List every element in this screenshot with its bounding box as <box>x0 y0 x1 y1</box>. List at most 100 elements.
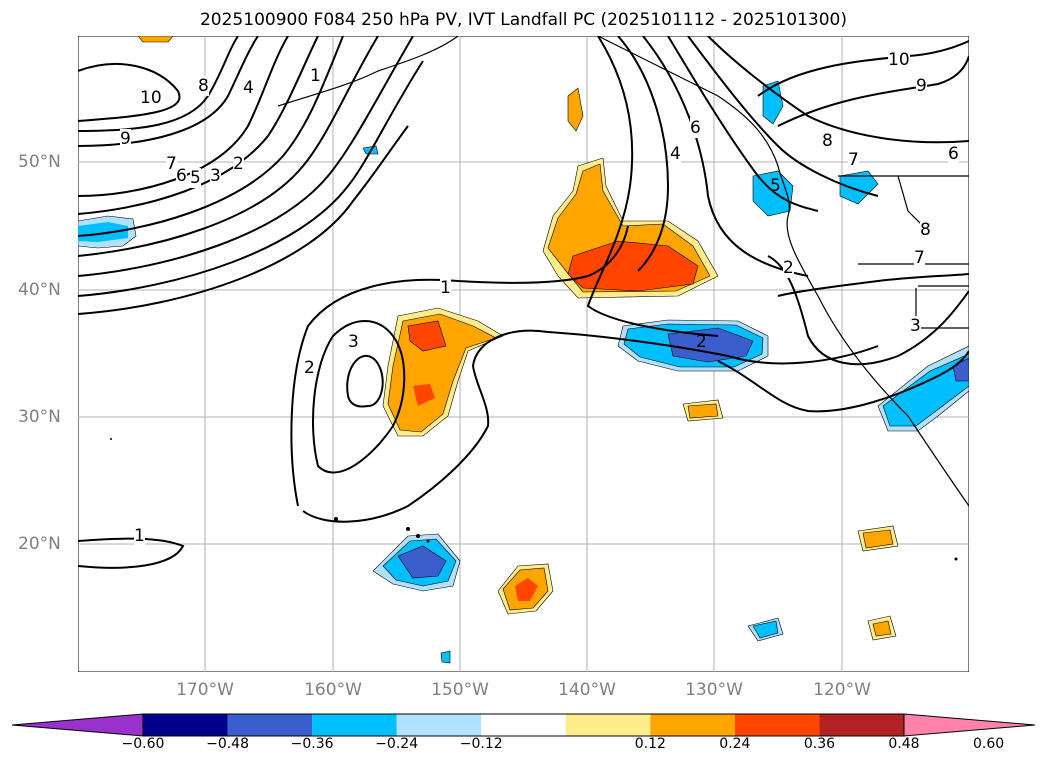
contour-label: 2 <box>783 258 794 278</box>
contour-line <box>78 36 414 277</box>
lat-label: 40°N <box>18 280 61 300</box>
colorbar-extend-high <box>903 713 1036 737</box>
contour-label: 5 <box>190 168 201 188</box>
contour-line <box>586 36 719 337</box>
positive-anomaly <box>137 36 174 43</box>
contour-label: 1 <box>440 278 451 298</box>
colorbar-tick-label: −0.60 <box>121 736 165 752</box>
island <box>426 539 430 543</box>
lat-label: 30°N <box>18 407 61 427</box>
lat-label: 50°N <box>18 152 61 172</box>
contour-label: 6 <box>690 118 701 138</box>
contour-label: 4 <box>243 78 254 98</box>
colorbar-cell <box>481 714 566 736</box>
contour-line <box>642 36 809 277</box>
contour-label: 3 <box>348 332 359 352</box>
coastline <box>277 36 459 107</box>
colorbar <box>11 713 1036 737</box>
contour-line <box>78 36 379 257</box>
lon-label: 130°W <box>685 680 743 700</box>
contour-label: 2 <box>696 332 707 352</box>
colorbar-cell <box>143 714 228 736</box>
colorbar-cell <box>650 714 735 736</box>
contour-label: 3 <box>210 166 221 186</box>
island <box>954 557 958 561</box>
coastlines <box>277 36 969 507</box>
island <box>416 534 420 538</box>
positive-anomaly <box>567 87 584 132</box>
contour-label: 6 <box>176 166 187 186</box>
colorbar-tick-label: 0.36 <box>803 736 836 752</box>
contour-line <box>667 36 819 212</box>
lon-label: 120°W <box>813 680 871 700</box>
negative-anomaly <box>762 80 784 125</box>
colorbar-tick-label: −0.36 <box>290 736 334 752</box>
contour-label: 10 <box>888 50 910 70</box>
contour-label: 10 <box>140 88 162 108</box>
lon-label: 150°W <box>431 680 489 700</box>
colorbar-cell <box>734 714 820 736</box>
contour-label: 1 <box>310 66 321 86</box>
contour-line <box>687 36 879 197</box>
contour-label: 2 <box>233 154 244 174</box>
colorbar-cell <box>565 714 651 736</box>
contour-line <box>78 36 344 237</box>
colorbar-cell <box>396 714 482 736</box>
contour-label: 9 <box>120 129 131 149</box>
colorbar-extend-low <box>11 713 144 737</box>
contour-line <box>777 273 969 297</box>
colorbar-tick-label: 0.48 <box>888 736 920 752</box>
coastline <box>597 36 969 507</box>
contour-label: 4 <box>670 144 681 164</box>
negative-anomaly <box>440 650 451 664</box>
contour-label-layer: 10 9 8 7 6 5 4 3 2 1 1 2 3 2 1 2 4 6 8 7… <box>78 36 969 672</box>
positive-anomaly <box>413 384 435 406</box>
contour-line <box>78 537 185 569</box>
lon-label: 160°W <box>304 680 362 700</box>
contour-label: 7 <box>166 154 177 174</box>
island <box>334 517 338 521</box>
island <box>406 527 410 531</box>
contour-line <box>707 36 969 144</box>
contour-line <box>78 125 409 315</box>
colorbar-cell <box>227 714 313 736</box>
negative-anomaly <box>78 222 128 242</box>
positive-anomaly <box>687 403 719 419</box>
positive-anomaly <box>407 320 447 352</box>
colorbar-tick-label: 0.12 <box>634 736 666 752</box>
contour-line <box>312 320 406 474</box>
contour-line <box>78 36 289 197</box>
map-panel <box>78 36 969 672</box>
negative-anomaly <box>882 353 969 427</box>
positive-anomaly <box>862 529 894 549</box>
contour-label: 5 <box>770 176 781 196</box>
colorbar-tick-label: 0.24 <box>719 736 751 752</box>
contour-line <box>617 36 670 272</box>
contour-line <box>78 60 424 297</box>
negative-anomaly <box>952 357 969 382</box>
island <box>110 438 112 440</box>
contour-label: 3 <box>910 316 921 336</box>
positive-anomaly <box>872 620 892 637</box>
islands <box>110 438 958 561</box>
contour-line <box>767 255 969 366</box>
negative-anomaly <box>397 545 447 579</box>
map-title: 2025100900 F084 250 hPa PV, IVT Landfall… <box>199 10 847 30</box>
negative-anomaly <box>752 620 779 639</box>
contour-line <box>346 354 384 408</box>
contour-label: 8 <box>822 131 833 151</box>
colorbar-cells <box>11 713 1036 737</box>
lon-label: 170°W <box>176 680 234 700</box>
colorbar-tick-label: 0.60 <box>972 736 1005 752</box>
contour-label: 7 <box>914 248 925 268</box>
colorbar-cell <box>312 714 397 736</box>
contour-label: 8 <box>198 76 209 96</box>
contour-label: 2 <box>304 358 315 378</box>
contour-line <box>78 36 319 215</box>
contour-label: 8 <box>920 220 931 240</box>
lat-label: 20°N <box>18 534 61 554</box>
contour-line <box>290 225 629 507</box>
contour-label: 9 <box>916 76 927 96</box>
contour-line <box>78 63 181 122</box>
colorbar-cell <box>819 714 904 736</box>
